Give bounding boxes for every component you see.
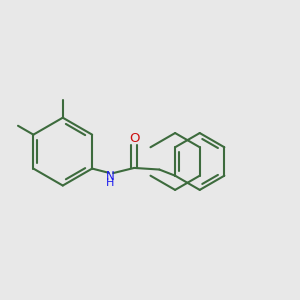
Text: H: H bbox=[106, 178, 114, 188]
Text: N: N bbox=[106, 169, 114, 182]
Text: O: O bbox=[129, 132, 140, 146]
